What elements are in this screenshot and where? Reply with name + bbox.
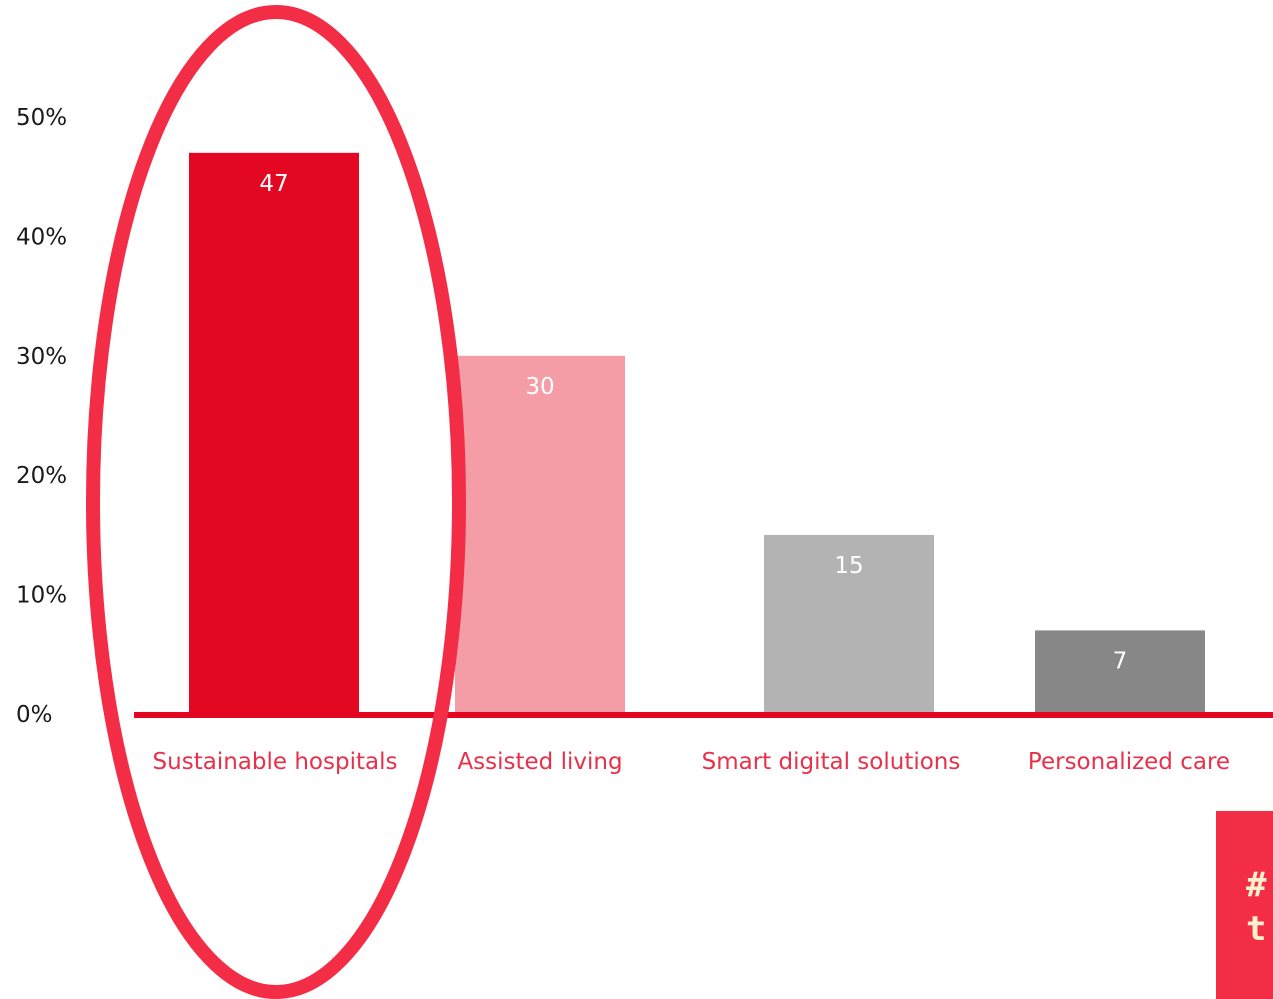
y-tick-label: 0% (16, 702, 53, 728)
bar-value-label: 30 (525, 374, 554, 400)
highlight-ellipse (86, 5, 466, 999)
x-category-label: Smart digital solutions (702, 749, 961, 775)
y-tick-label: 30% (16, 344, 67, 370)
bar-4 (1035, 630, 1205, 714)
callout-line-1: # (1246, 865, 1267, 905)
bar-1 (189, 152, 359, 714)
y-tick-label: 40% (16, 224, 67, 250)
bar-2 (455, 355, 625, 714)
x-axis-line (134, 712, 1273, 718)
corner-callout-box: # t (1216, 811, 1273, 999)
callout-line-2: t (1246, 909, 1267, 949)
x-category-label: Sustainable hospitals (153, 749, 398, 775)
x-category-label: Personalized care (1028, 749, 1230, 775)
callout-text: # t (1246, 863, 1266, 951)
bar-value-label: 47 (259, 171, 288, 197)
y-tick-label: 20% (16, 463, 67, 489)
bar-3 (764, 534, 934, 714)
bar-value-label: 15 (834, 553, 863, 579)
y-tick-label: 50% (16, 105, 67, 131)
bar-value-label: 7 (1113, 648, 1128, 674)
x-category-label: Assisted living (457, 749, 622, 775)
y-tick-label: 10% (16, 583, 67, 609)
